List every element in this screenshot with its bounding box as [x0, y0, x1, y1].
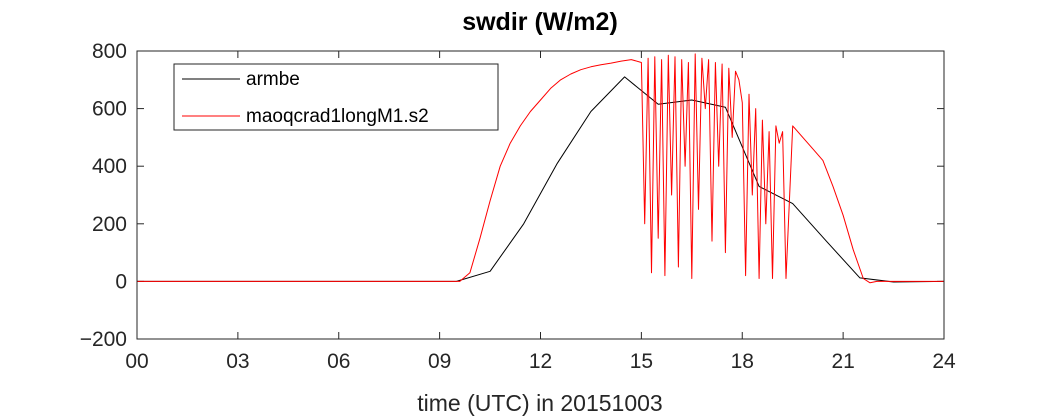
- x-tick-label: 09: [428, 350, 451, 373]
- x-tick-label: 03: [226, 350, 249, 373]
- y-tick-label: −200: [80, 328, 127, 351]
- series-line-maoqcrad1longM1: [137, 53, 944, 284]
- x-tick-label: 24: [932, 350, 956, 373]
- plot-frame: [136, 50, 945, 340]
- x-tick-label: 06: [327, 350, 350, 373]
- y-axis: −200 0 200 400 600 800: [80, 40, 944, 351]
- x-tick-label: 18: [731, 350, 754, 373]
- legend-label-armbe: armbe: [246, 69, 300, 90]
- series-layer: [137, 53, 944, 284]
- legend-label-maoqcrad: maoqcrad1longM1.s2: [246, 106, 429, 127]
- y-tick-label: 400: [92, 155, 127, 178]
- legend: armbe maoqcrad1longM1.s2: [173, 63, 499, 131]
- chart-title: swdir (W/m2): [462, 8, 618, 36]
- y-tick-label: 800: [92, 40, 127, 63]
- x-axis-title: time (UTC) in 20151003: [417, 390, 662, 416]
- x-tick-label: 15: [630, 350, 653, 373]
- legend-box: [173, 63, 499, 131]
- x-axis: 00 03 06 09 12 15 18 21 24: [125, 51, 956, 373]
- series-line-armbe: [137, 76, 944, 283]
- x-tick-label: 00: [125, 350, 148, 373]
- y-tick-label: 600: [92, 98, 127, 121]
- x-tick-label: 21: [831, 350, 854, 373]
- x-tick-label: 12: [529, 350, 552, 373]
- y-tick-label: 0: [115, 270, 127, 293]
- y-tick-label: 200: [92, 213, 127, 236]
